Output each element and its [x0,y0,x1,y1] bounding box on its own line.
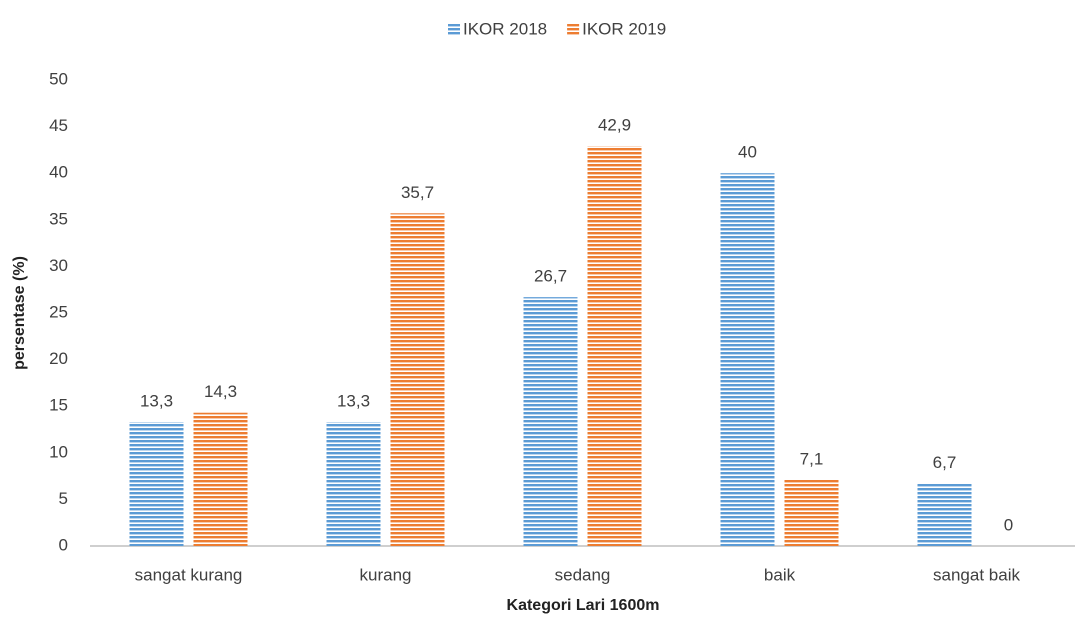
value-label: 7,1 [800,449,824,468]
bar [587,146,642,546]
value-label: 26,7 [534,267,567,286]
bar [326,422,381,546]
legend-swatch [448,24,460,36]
bar [720,173,775,546]
y-tick-label: 20 [49,349,68,368]
y-tick-label: 15 [49,396,68,415]
value-label: 35,7 [401,183,434,202]
x-tick-label: sangat kurang [135,565,243,584]
y-tick-label: 45 [49,116,68,135]
x-axis-title: Kategori Lari 1600m [507,597,660,614]
value-label: 13,3 [140,392,173,411]
value-label: 14,3 [204,382,237,401]
value-label: 40 [738,143,757,162]
y-tick-label: 10 [49,442,68,461]
bar [917,483,972,546]
value-label: 0 [1004,515,1013,534]
y-tick-label: 5 [59,489,68,508]
y-tick-label: 25 [49,302,68,321]
bar [193,412,248,546]
legend-label: IKOR 2018 [463,19,547,38]
y-tick-label: 35 [49,209,68,228]
legend-label: IKOR 2019 [582,19,666,38]
y-tick-label: 40 [49,163,68,182]
bar [523,297,578,546]
bar [129,422,184,546]
x-tick-label: kurang [360,565,412,584]
y-tick-label: 30 [49,256,68,275]
y-axis-title: persentase (%) [11,256,28,370]
y-tick-label: 0 [59,535,68,554]
value-label: 13,3 [337,392,370,411]
x-tick-label: sedang [555,565,611,584]
bar [784,479,839,546]
legend-swatch [567,24,580,36]
value-label: 42,9 [598,116,631,135]
x-tick-label: baik [764,565,796,584]
value-label: 6,7 [933,453,957,472]
x-tick-label: sangat baik [933,565,1020,584]
y-tick-label: 50 [49,69,68,88]
bar [390,213,445,546]
